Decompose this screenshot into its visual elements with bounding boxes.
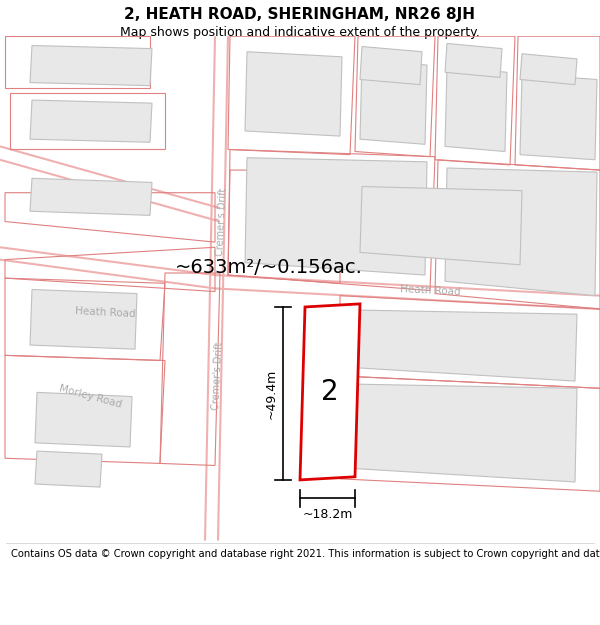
Text: Map shows position and indicative extent of the property.: Map shows position and indicative extent…	[120, 26, 480, 39]
Polygon shape	[445, 168, 597, 296]
Polygon shape	[245, 158, 427, 275]
Polygon shape	[30, 100, 152, 142]
Polygon shape	[30, 289, 137, 349]
Polygon shape	[520, 54, 577, 84]
Text: ~633m²/~0.156ac.: ~633m²/~0.156ac.	[175, 258, 363, 278]
Text: Morley Road: Morley Road	[58, 383, 122, 409]
Text: Contains OS data © Crown copyright and database right 2021. This information is : Contains OS data © Crown copyright and d…	[11, 549, 600, 559]
Polygon shape	[300, 304, 360, 480]
Polygon shape	[35, 451, 102, 487]
Polygon shape	[445, 44, 502, 78]
Polygon shape	[30, 178, 152, 216]
Polygon shape	[360, 46, 422, 84]
Polygon shape	[355, 384, 577, 482]
Polygon shape	[30, 46, 152, 86]
Polygon shape	[360, 60, 427, 144]
Polygon shape	[355, 310, 577, 381]
Text: Heath Road: Heath Road	[74, 306, 136, 319]
Text: 2: 2	[321, 378, 339, 406]
Text: ~18.2m: ~18.2m	[302, 508, 353, 521]
Polygon shape	[35, 392, 132, 447]
Text: ~49.4m: ~49.4m	[265, 368, 277, 419]
Text: Cremer's Drift: Cremer's Drift	[211, 342, 225, 410]
Polygon shape	[245, 52, 342, 136]
Text: 2, HEATH ROAD, SHERINGHAM, NR26 8JH: 2, HEATH ROAD, SHERINGHAM, NR26 8JH	[125, 6, 476, 21]
Text: Cremer's Drift: Cremer's Drift	[215, 188, 229, 256]
Polygon shape	[520, 74, 597, 160]
Polygon shape	[445, 67, 507, 151]
Polygon shape	[360, 186, 522, 265]
Text: Heath Road: Heath Road	[400, 284, 460, 297]
